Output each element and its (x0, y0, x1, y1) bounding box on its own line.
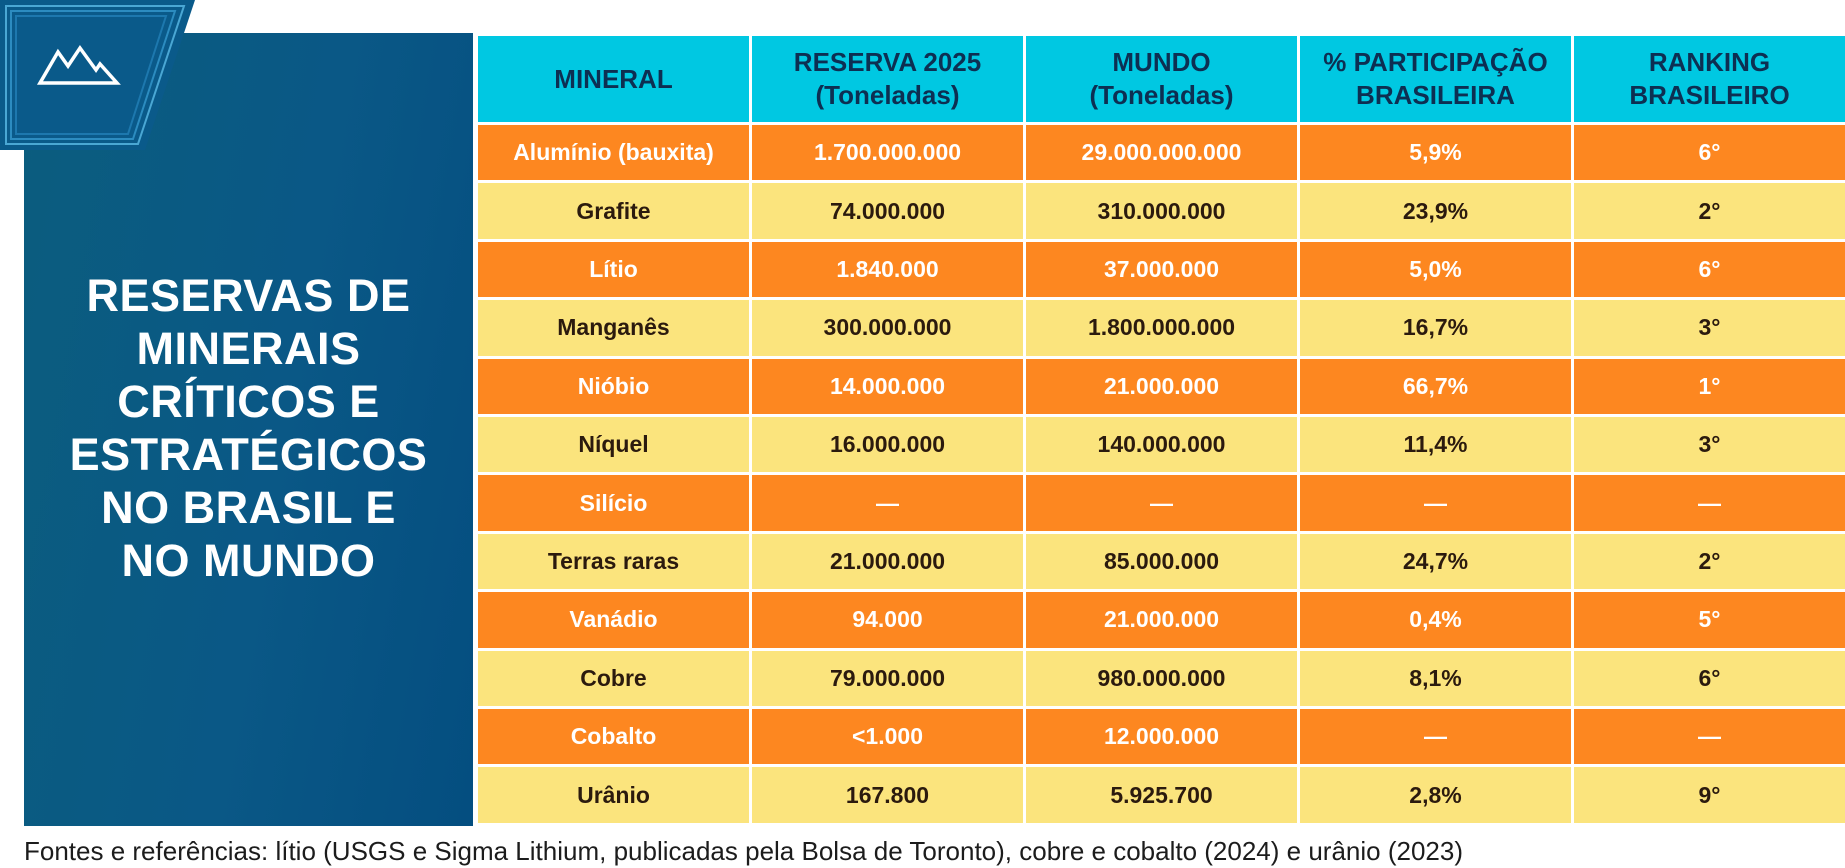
table-row: Silício — — — — (475, 472, 1845, 534)
ranking-cell: 5° (1571, 589, 1845, 651)
table-row: Manganês 300.000.000 1.800.000.000 16,7%… (475, 297, 1845, 359)
table-header-row: MINERAL RESERVA 2025 (Toneladas) MUNDO (… (475, 33, 1845, 125)
reserva-cell: 21.000.000 (749, 530, 1026, 593)
table-row: Terras raras 21.000.000 85.000.000 24,7%… (475, 530, 1845, 593)
mundo-cell: 980.000.000 (1023, 647, 1300, 710)
column-header-mineral: MINERAL (475, 33, 752, 125)
mundo-cell: — (1023, 472, 1300, 534)
mundo-cell: 21.000.000 (1023, 589, 1300, 651)
title-panel: RESERVAS DE MINERAIS CRÍTICOS E ESTRATÉG… (24, 33, 473, 826)
participacao-cell: — (1297, 472, 1574, 534)
reserva-cell: <1.000 (749, 706, 1026, 768)
table-row: Cobalto <1.000 12.000.000 — — (475, 706, 1845, 768)
mineral-cell: Silício (475, 472, 752, 534)
table-row: Urânio 167.800 5.925.700 2,8% 9° (475, 764, 1845, 826)
mundo-cell: 21.000.000 (1023, 355, 1300, 418)
ranking-cell: 2° (1571, 530, 1845, 593)
sources-footnote: Fontes e referências: lítio (USGS e Sigm… (24, 836, 1463, 866)
page-title: RESERVAS DE MINERAIS CRÍTICOS E ESTRATÉG… (69, 270, 428, 586)
participacao-cell: 23,9% (1297, 180, 1574, 242)
ranking-cell: 1° (1571, 355, 1845, 418)
column-header-reserva: RESERVA 2025 (Toneladas) (749, 33, 1026, 125)
ranking-cell: 3° (1571, 297, 1845, 359)
reserva-cell: 167.800 (749, 764, 1026, 826)
table-row: Nióbio 14.000.000 21.000.000 66,7% 1° (475, 355, 1845, 418)
reserva-cell: 94.000 (749, 589, 1026, 651)
ranking-cell: 3° (1571, 414, 1845, 476)
reserva-cell: 14.000.000 (749, 355, 1026, 418)
mundo-cell: 5.925.700 (1023, 764, 1300, 826)
table-row: Níquel 16.000.000 140.000.000 11,4% 3° (475, 414, 1845, 476)
logo-badge (0, 0, 195, 150)
participacao-cell: 0,4% (1297, 589, 1574, 651)
participacao-cell: 24,7% (1297, 530, 1574, 593)
ranking-cell: 6° (1571, 647, 1845, 710)
mineral-cell: Terras raras (475, 530, 752, 593)
mineral-cell: Vanádio (475, 589, 752, 651)
mountains-icon (36, 44, 121, 85)
table-row: Cobre 79.000.000 980.000.000 8,1% 6° (475, 647, 1845, 710)
reserva-cell: 1.700.000.000 (749, 121, 1026, 184)
mundo-cell: 140.000.000 (1023, 414, 1300, 476)
mineral-cell: Cobalto (475, 706, 752, 768)
mineral-cell: Níquel (475, 414, 752, 476)
mundo-cell: 12.000.000 (1023, 706, 1300, 768)
ranking-cell: 6° (1571, 238, 1845, 301)
table-row: Alumínio (bauxita) 1.700.000.000 29.000.… (475, 121, 1845, 184)
mineral-cell: Nióbio (475, 355, 752, 418)
mineral-cell: Grafite (475, 180, 752, 242)
mundo-cell: 85.000.000 (1023, 530, 1300, 593)
reserva-cell: 300.000.000 (749, 297, 1026, 359)
column-header-ranking: RANKING BRASILEIRO (1571, 33, 1845, 125)
participacao-cell: 5,0% (1297, 238, 1574, 301)
mundo-cell: 29.000.000.000 (1023, 121, 1300, 184)
participacao-cell: 11,4% (1297, 414, 1574, 476)
reserva-cell: 79.000.000 (749, 647, 1026, 710)
column-header-mundo: MUNDO (Toneladas) (1023, 33, 1300, 125)
reserva-cell: 74.000.000 (749, 180, 1026, 242)
mineral-cell: Lítio (475, 238, 752, 301)
ranking-cell: — (1571, 472, 1845, 534)
participacao-cell: 8,1% (1297, 647, 1574, 710)
mineral-cell: Alumínio (bauxita) (475, 121, 752, 184)
reserva-cell: — (749, 472, 1026, 534)
ranking-cell: — (1571, 706, 1845, 768)
ranking-cell: 9° (1571, 764, 1845, 826)
participacao-cell: — (1297, 706, 1574, 768)
participacao-cell: 66,7% (1297, 355, 1574, 418)
minerals-table: MINERAL RESERVA 2025 (Toneladas) MUNDO (… (475, 33, 1845, 826)
mineral-cell: Cobre (475, 647, 752, 710)
mineral-cell: Manganês (475, 297, 752, 359)
column-header-participacao: % PARTICIPAÇÃO BRASILEIRA (1297, 33, 1574, 125)
reserva-cell: 16.000.000 (749, 414, 1026, 476)
participacao-cell: 5,9% (1297, 121, 1574, 184)
participacao-cell: 16,7% (1297, 297, 1574, 359)
ranking-cell: 2° (1571, 180, 1845, 242)
reserva-cell: 1.840.000 (749, 238, 1026, 301)
mundo-cell: 37.000.000 (1023, 238, 1300, 301)
table-row: Lítio 1.840.000 37.000.000 5,0% 6° (475, 238, 1845, 301)
mundo-cell: 1.800.000.000 (1023, 297, 1300, 359)
ranking-cell: 6° (1571, 121, 1845, 184)
participacao-cell: 2,8% (1297, 764, 1574, 826)
table-row: Vanádio 94.000 21.000.000 0,4% 5° (475, 589, 1845, 651)
table-row: Grafite 74.000.000 310.000.000 23,9% 2° (475, 180, 1845, 242)
mundo-cell: 310.000.000 (1023, 180, 1300, 242)
mineral-cell: Urânio (475, 764, 752, 826)
